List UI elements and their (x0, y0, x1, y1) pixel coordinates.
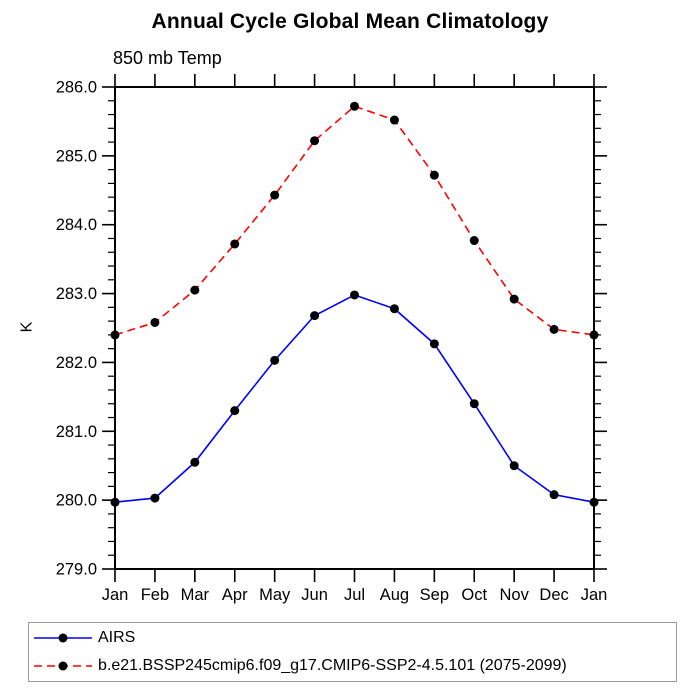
legend: AIRS b.e21.BSSP245cmip6.f09_g17.CMIP6-SS… (28, 622, 677, 682)
data-point-model (350, 101, 359, 111)
data-point-airs (190, 457, 200, 467)
data-point-airs (350, 290, 359, 300)
legend-row-airs: AIRS (29, 625, 676, 651)
y-tick-label: 285.0 (56, 147, 97, 165)
y-tick-label: 279.0 (56, 561, 97, 579)
data-point-model (270, 190, 280, 200)
x-tick-label: Mar (181, 586, 210, 604)
x-tick-label: Apr (222, 586, 248, 604)
chart-subtitle: 850 mb Temp (113, 48, 222, 68)
y-tick-label: 280.0 (56, 492, 97, 510)
data-point-airs (549, 490, 559, 500)
data-point-model (589, 330, 599, 340)
plot-frame (114, 86, 595, 570)
data-point-model (230, 239, 240, 249)
chart-title: Annual Cycle Global Mean Climatology (151, 10, 549, 33)
y-tick-label: 286.0 (56, 79, 97, 97)
y-tick-label: 282.0 (56, 354, 97, 372)
x-tick-label: Aug (380, 586, 409, 604)
data-point-airs (270, 355, 280, 365)
data-point-airs (110, 497, 120, 507)
data-point-model (469, 236, 479, 246)
x-tick-label: Dec (539, 586, 568, 604)
data-point-airs (429, 339, 439, 349)
data-point-airs (389, 304, 399, 314)
y-tick-label: 281.0 (56, 423, 97, 441)
legend-sample-airs-line-icon (34, 633, 92, 643)
legend-sample-model-line-icon (34, 661, 92, 671)
x-tick-label: Feb (141, 586, 169, 604)
data-point-airs (469, 399, 479, 409)
x-tick-label: Jun (301, 586, 328, 604)
data-point-model (190, 285, 200, 295)
x-tick-label: Jul (344, 586, 365, 604)
data-point-airs (230, 406, 240, 416)
series-line-airs (114, 294, 595, 504)
data-point-model (549, 324, 559, 334)
x-tick-label: May (259, 586, 291, 604)
data-point-model (389, 115, 399, 125)
data-point-model (150, 317, 160, 327)
data-point-airs (509, 461, 519, 471)
data-point-airs (150, 493, 160, 503)
x-tick-label: Nov (499, 586, 529, 604)
data-point-airs (589, 497, 599, 507)
x-tick-label: Jan (581, 586, 608, 604)
data-point-airs (310, 311, 320, 321)
data-point-model (310, 136, 320, 146)
data-point-model (429, 170, 439, 180)
x-tick-label: Oct (461, 586, 487, 604)
legend-row-model: b.e21.BSSP245cmip6.f09_g17.CMIP6-SSP2-4.… (29, 653, 676, 679)
x-tick-label: Jan (102, 586, 129, 604)
data-point-model (110, 330, 120, 340)
legend-label-airs: AIRS (98, 629, 136, 646)
y-tick-label: 283.0 (56, 285, 97, 303)
series-line-model (114, 105, 595, 336)
y-tick-label: 284.0 (56, 216, 97, 234)
legend-label-model: b.e21.BSSP245cmip6.f09_g17.CMIP6-SSP2-4.… (98, 657, 567, 674)
data-point-model (509, 294, 519, 304)
plot-area: 279.0 280.0 281.0 282.0 283.0 284.0 285.0 286.0… (56, 74, 608, 604)
x-tick-label: Sep (420, 586, 449, 604)
